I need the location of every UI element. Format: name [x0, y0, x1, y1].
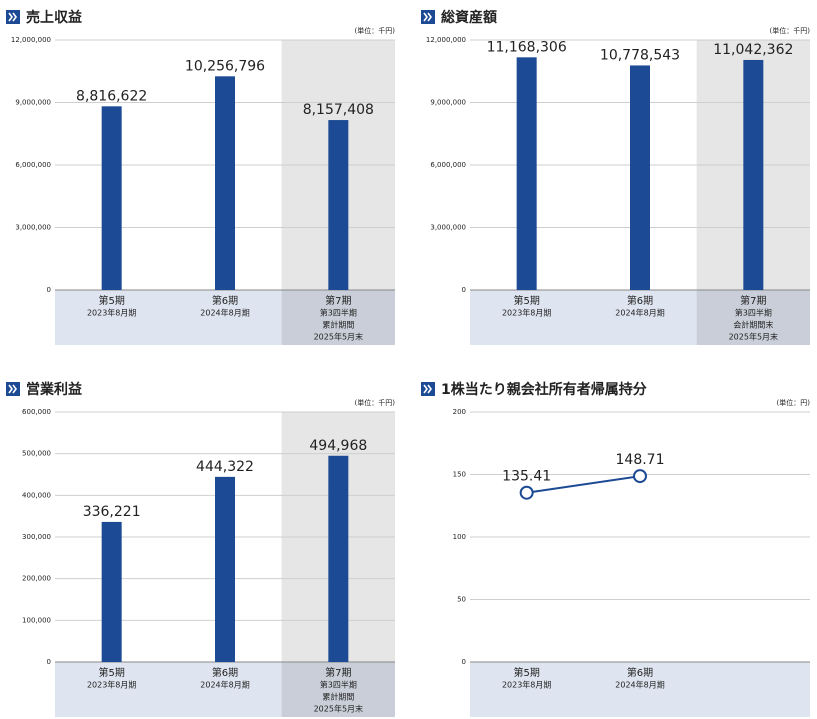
bar	[101, 521, 122, 662]
chart-title: 1株当たり親会社所有者帰属持分	[441, 381, 647, 398]
unit-label: (単位：千円)	[355, 398, 396, 407]
y-tick-label: 150	[453, 471, 466, 479]
line	[526, 475, 641, 494]
x-tick-label: 2023年8月期	[502, 308, 551, 318]
bar	[743, 59, 764, 290]
x-tick-label: 2023年8月期	[502, 680, 551, 690]
y-tick-label: 400,000	[22, 491, 51, 499]
y-tick-label: 6,000,000	[430, 161, 466, 169]
x-tick-label: 第7期	[325, 294, 351, 307]
y-tick-label: 600,000	[22, 408, 51, 416]
bar	[328, 455, 349, 662]
x-tick-label: 第7期	[325, 666, 351, 679]
y-tick-label: 0	[462, 658, 466, 666]
chart-title: 営業利益	[26, 381, 82, 398]
x-tick-label: 2023年8月期	[87, 680, 136, 690]
value-label: 11,042,362	[713, 42, 793, 58]
value-label: 336,221	[83, 504, 141, 520]
chart-title: 総資産額	[441, 9, 497, 26]
x-tick-label: 会計期間末	[733, 320, 773, 330]
y-tick-label: 12,000,000	[426, 36, 466, 44]
x-tick-label: 第5期	[98, 294, 124, 307]
value-label: 8,157,408	[303, 102, 374, 118]
x-tick-label: 2024年8月期	[615, 680, 664, 690]
y-tick-label: 0	[462, 286, 466, 294]
value-label: 148.71	[616, 452, 665, 468]
point	[633, 469, 647, 484]
value-label: 11,168,306	[487, 39, 567, 55]
value-label: 8,816,622	[76, 88, 147, 104]
x-tick-label: 2025年5月末	[314, 704, 363, 714]
value-label: 135.41	[502, 469, 551, 485]
bar	[516, 57, 537, 290]
x-tick-label: 第5期	[98, 666, 124, 679]
x-tick-label: 第3四半期	[735, 308, 772, 318]
highlight-category	[696, 290, 810, 345]
y-tick-label: 100	[453, 533, 466, 541]
title-icon-chevron	[423, 384, 432, 394]
y-tick-label: 9,000,000	[15, 99, 51, 107]
y-tick-label: 9,000,000	[430, 99, 466, 107]
bar	[328, 120, 349, 290]
x-tick-label: 第6期	[627, 666, 653, 679]
highlight-category	[281, 662, 395, 717]
y-tick-label: 3,000,000	[430, 224, 466, 232]
unit-label: (単位：千円)	[770, 26, 811, 35]
y-tick-label: 100,000	[22, 616, 51, 624]
x-tick-label: 累計期間	[322, 692, 354, 702]
y-tick-label: 200,000	[22, 575, 51, 583]
y-tick-label: 200	[453, 408, 466, 416]
x-tick-label: 第7期	[740, 294, 766, 307]
bar	[101, 106, 122, 290]
x-tick-label: 第6期	[212, 666, 238, 679]
x-tick-label: 第5期	[513, 666, 539, 679]
x-tick-label: 2024年8月期	[615, 308, 664, 318]
unit-label: (単位：千円)	[355, 26, 396, 35]
x-tick-label: 累計期間	[322, 320, 354, 330]
y-tick-label: 500,000	[22, 450, 51, 458]
y-tick-label: 50	[457, 596, 466, 604]
y-tick-label: 6,000,000	[15, 161, 51, 169]
x-tick-label: 2024年8月期	[200, 680, 249, 690]
x-tick-label: 第6期	[627, 294, 653, 307]
x-tick-label: 第6期	[212, 294, 238, 307]
y-tick-label: 300,000	[22, 533, 51, 541]
bar	[215, 76, 235, 291]
point	[519, 485, 534, 500]
chart-title: 売上収益	[26, 9, 82, 26]
y-tick-label: 0	[47, 658, 51, 666]
value-label: 10,778,543	[600, 47, 680, 63]
x-tick-label: 2025年5月末	[729, 332, 778, 342]
x-tick-label: 第5期	[513, 294, 539, 307]
bar	[215, 476, 235, 662]
highlight-category	[281, 290, 395, 345]
title-icon-chevron	[8, 384, 17, 394]
category-band	[470, 662, 810, 717]
value-label: 444,322	[196, 459, 254, 475]
x-tick-label: 第3四半期	[320, 308, 357, 318]
title-icon-chevron	[423, 12, 432, 22]
y-tick-label: 12,000,000	[11, 36, 51, 44]
title-icon-chevron	[8, 12, 17, 22]
bar	[630, 65, 650, 290]
x-tick-label: 2023年8月期	[87, 308, 136, 318]
x-tick-label: 2024年8月期	[200, 308, 249, 318]
y-tick-label: 0	[47, 286, 51, 294]
value-label: 494,968	[309, 438, 367, 454]
unit-label: (単位：円)	[777, 398, 811, 407]
x-tick-label: 2025年5月末	[314, 332, 363, 342]
x-tick-label: 第3四半期	[320, 680, 357, 690]
y-tick-label: 3,000,000	[15, 224, 51, 232]
value-label: 10,256,796	[185, 58, 265, 74]
